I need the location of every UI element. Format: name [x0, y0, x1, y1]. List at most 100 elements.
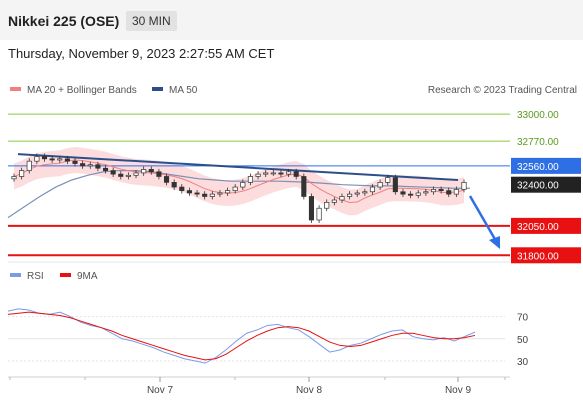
rsi-legend-swatch	[10, 273, 21, 277]
candle-body	[232, 186, 238, 191]
rsi-line	[7, 308, 476, 364]
candle-body	[26, 160, 32, 171]
timestamp: Thursday, November 9, 2023 2:27:55 AM CE…	[8, 46, 275, 61]
candle-body	[34, 156, 40, 162]
candle-body	[186, 190, 192, 194]
candle-body	[347, 193, 353, 197]
candle-body	[354, 192, 360, 195]
candle-body	[194, 192, 200, 195]
forecast-arrow-line	[468, 195, 498, 242]
level-labels: 33000.00 32770.00 32560.00 32400.00 32050.00…	[511, 110, 581, 264]
level-label-0: 33000.00	[517, 110, 559, 121]
candle-body	[148, 169, 154, 173]
candle-body	[278, 172, 284, 175]
candle-body	[430, 189, 437, 193]
candle-body	[118, 173, 124, 177]
level-label-bg-5	[511, 247, 581, 264]
candle-body	[400, 191, 406, 195]
candle-body	[87, 164, 93, 167]
candle-body	[57, 158, 63, 161]
rsi-ma-line	[7, 311, 476, 361]
resistance-trendline	[17, 153, 459, 181]
candlestick-series	[11, 153, 467, 223]
candle-body	[217, 192, 223, 195]
candle-body	[453, 189, 459, 195]
candle-body	[377, 182, 383, 188]
candle-body	[461, 182, 467, 190]
candle-body	[171, 182, 177, 188]
level-label-bg-2	[511, 157, 581, 174]
candle-body	[415, 192, 421, 196]
forecast-arrow-head	[489, 236, 500, 249]
candle-body	[72, 160, 78, 164]
rsi-ma-legend-label: 9MA	[77, 271, 98, 282]
candle-body	[286, 171, 292, 175]
timeframe-badge[interactable]: 30 MIN	[126, 11, 177, 31]
rsi-legend-label: RSI	[27, 271, 44, 282]
candle-body	[316, 207, 322, 221]
x-tick-label: Nov 8	[296, 385, 323, 396]
candle-body	[209, 193, 215, 197]
level-label-2: 32560.00	[517, 162, 559, 173]
candle-body	[392, 177, 398, 193]
candle-body	[125, 174, 131, 177]
candle-body	[270, 172, 276, 175]
ma20-legend-label: MA 20 + Bollinger Bands	[27, 85, 137, 96]
candle-body	[263, 172, 269, 175]
candle-body	[339, 196, 345, 201]
level-label-1: 32770.00	[517, 137, 559, 148]
candle-body	[133, 172, 139, 176]
candle-body	[179, 186, 185, 191]
candle-body	[438, 189, 444, 191]
candle-body	[423, 191, 429, 194]
level-label-bg-4	[511, 217, 581, 234]
candle-body	[102, 167, 109, 171]
level-label-3: 32400.00	[517, 181, 559, 192]
ma50-legend-swatch	[152, 87, 163, 91]
level-label-5: 31800.00	[517, 251, 559, 262]
rsi-tick-50: 50	[517, 335, 529, 346]
candle-body	[247, 176, 253, 183]
candle-body	[156, 171, 162, 177]
candle-body	[110, 170, 116, 175]
x-tick-label: Nov 9	[445, 385, 472, 396]
x-tick-label: Nov 7	[147, 385, 174, 396]
candle-body	[293, 171, 299, 177]
chart-header: Nikkei 225 (OSE) 30 MIN	[0, 0, 583, 40]
candle-body	[80, 163, 86, 167]
candle-body	[19, 170, 25, 177]
candle-body	[64, 158, 70, 162]
candle-body	[331, 199, 337, 203]
rsi-tick-30: 30	[517, 357, 529, 368]
candle-body	[141, 169, 147, 174]
rsi-tick-labels: 70 50 30	[517, 313, 529, 368]
x-axis-ticks: Nov 7 Nov 8 Nov 9	[9, 377, 506, 396]
credit-text: Research © 2023 Trading Central	[428, 85, 577, 96]
candle-body	[95, 164, 101, 169]
candle-body	[225, 190, 231, 194]
candle-body	[49, 158, 55, 161]
candle-body	[255, 173, 261, 177]
ma50-legend-label: MA 50	[169, 85, 198, 96]
candle-body	[362, 191, 368, 194]
candle-body	[41, 156, 48, 160]
candle-body	[163, 176, 170, 183]
level-label-4: 32050.00	[517, 222, 559, 233]
candle-body	[408, 193, 414, 196]
candle-body	[11, 176, 17, 180]
candle-body	[369, 186, 376, 193]
candle-body	[385, 177, 391, 183]
candle-body	[240, 182, 246, 188]
candle-body	[308, 196, 315, 221]
candle-body	[301, 176, 307, 197]
rsi-ma-legend-swatch	[60, 273, 71, 277]
ma20-legend-swatch	[10, 87, 21, 91]
candle-body	[446, 190, 452, 195]
candle-body	[324, 202, 330, 209]
level-label-bg-3	[511, 176, 581, 193]
ma20-line	[13, 159, 465, 204]
rsi-tick-70: 70	[517, 313, 529, 324]
candle-body	[202, 193, 208, 197]
instrument-title: Nikkei 225 (OSE)	[8, 13, 120, 29]
